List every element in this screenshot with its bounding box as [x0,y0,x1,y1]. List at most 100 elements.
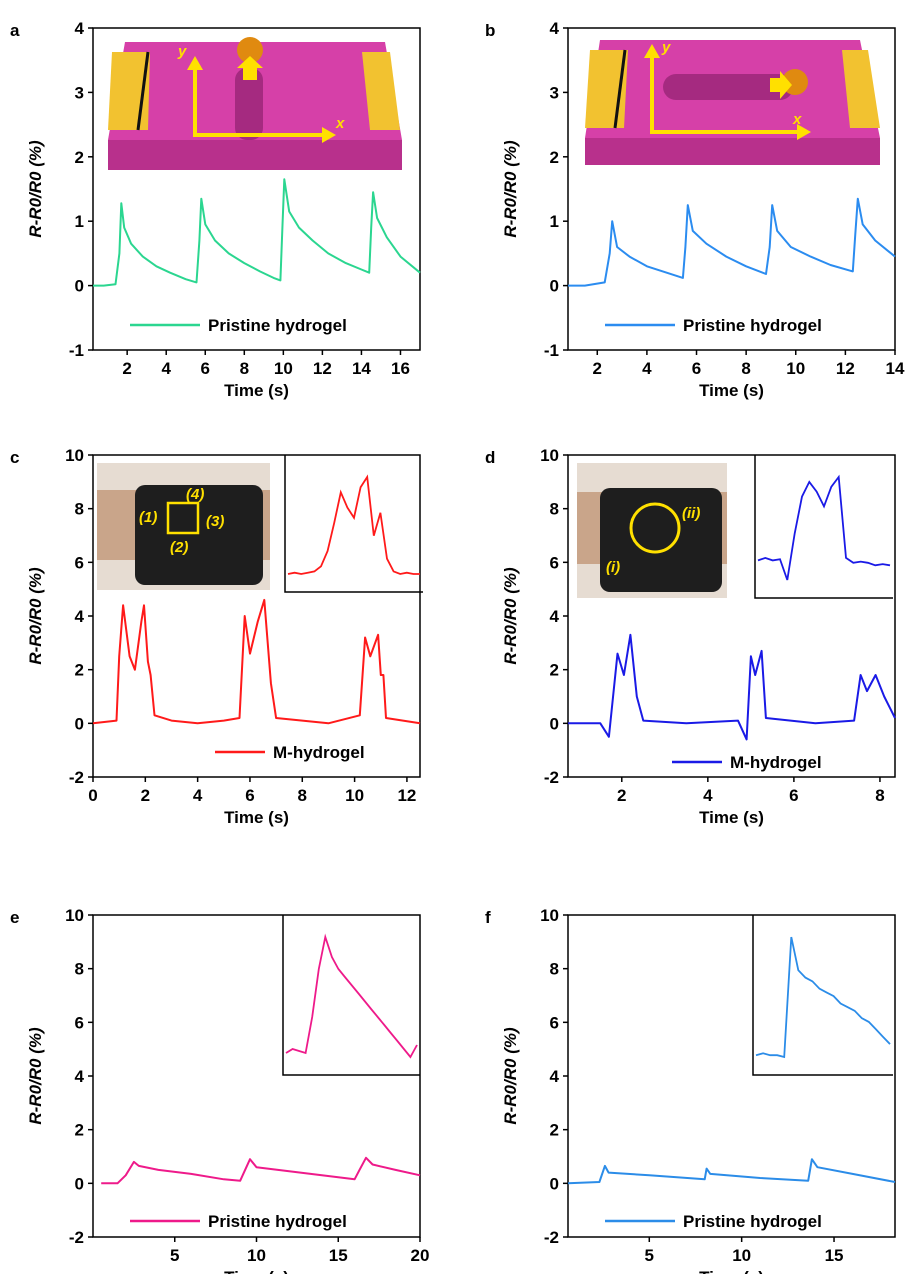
y-tick-label: 1 [75,212,84,231]
x-tick-label: 0 [88,786,97,805]
y-tick-label: 6 [75,553,84,572]
y-tick-label: 4 [75,1067,85,1086]
plot-frame [567,914,896,1238]
inset-line [755,936,891,1059]
y-tick-label: 8 [550,960,559,979]
y-tick-label: 3 [550,83,559,102]
x-tick-label: 8 [240,359,249,378]
x-tick-label: 6 [789,786,798,805]
axis-annotation: y [661,39,671,56]
x-tick-label: 10 [274,359,293,378]
legend-label: Pristine hydrogel [208,1212,347,1231]
y-tick-label: -1 [544,341,559,360]
inset-frame [282,915,420,1076]
photo-annotation: (2) [170,539,188,556]
data-line [92,598,421,725]
y-tick-label: 8 [550,500,559,519]
y-tick-label: 2 [550,148,559,167]
x-tick-label: 6 [245,786,254,805]
y-tick-label: -2 [544,1228,559,1247]
y-tick-label: 0 [75,1174,84,1193]
schematic-b: y x [585,39,880,165]
y-tick-label: 2 [75,661,84,680]
x-tick-label: 2 [122,359,131,378]
y-axis-label: R-R0/R0 (%) [26,140,45,238]
legend-label: M-hydrogel [730,753,822,772]
y-tick-label: 0 [550,714,559,733]
y-tick-label: 4 [550,19,560,38]
x-axis-label: Time (s) [699,381,764,400]
y-tick-label: 3 [75,83,84,102]
x-tick-label: 14 [886,359,905,378]
axis-annotation: y [177,43,187,60]
plot-frame [92,27,421,351]
y-tick-label: 10 [540,906,559,925]
x-tick-label: 4 [161,359,171,378]
x-tick-label: 4 [642,359,652,378]
x-axis-label: Time (s) [224,381,289,400]
y-tick-label: 6 [75,1013,84,1032]
photo-d: (i) (ii) [577,463,727,598]
x-tick-label: 2 [593,359,602,378]
x-tick-label: 15 [825,1246,844,1265]
x-tick-label: 10 [786,359,805,378]
y-tick-label: 6 [550,553,559,572]
y-tick-label: 2 [550,661,559,680]
y-tick-label: 8 [75,500,84,519]
photo-annotation: (ii) [682,505,700,522]
y-tick-label: 4 [75,607,85,626]
panel-label: d [485,448,495,467]
y-tick-label: 1 [550,212,559,231]
x-tick-label: 12 [836,359,855,378]
y-tick-label: 8 [75,960,84,979]
axis-annotation: x [792,111,802,128]
legend-label: M-hydrogel [273,743,365,762]
data-line [93,178,421,287]
x-tick-label: 20 [411,1246,430,1265]
x-axis-label: Time (s) [224,808,289,827]
axis-annotation: x [335,115,345,132]
x-tick-label: 12 [313,359,332,378]
x-axis-label: Time (s) [699,808,764,827]
y-tick-label: -2 [544,768,559,787]
y-tick-label: 10 [65,906,84,925]
y-axis-label: R-R0/R0 (%) [26,567,45,665]
inset-line [757,474,891,581]
plot-frame [567,27,896,351]
x-tick-label: 5 [645,1246,654,1265]
x-tick-label: 12 [397,786,416,805]
y-axis-label: R-R0/R0 (%) [501,140,520,238]
inset-frame [752,915,893,1076]
photo-c: (1) (2) (3) (4) [97,463,270,590]
y-tick-label: 2 [75,148,84,167]
panel-label: c [10,448,19,467]
y-tick-label: -1 [69,341,84,360]
y-tick-label: -2 [69,768,84,787]
data-line [567,1158,896,1185]
y-axis-label: R-R0/R0 (%) [501,1027,520,1125]
y-axis-label: R-R0/R0 (%) [501,567,520,665]
inset-frame [284,455,423,593]
y-tick-label: 0 [550,277,559,296]
y-tick-label: 0 [550,1174,559,1193]
x-axis-label: Time (s) [224,1268,289,1274]
panel-label: f [485,908,491,927]
inset-line [287,474,420,575]
y-tick-label: 0 [75,714,84,733]
x-tick-label: 14 [352,359,371,378]
x-tick-label: 6 [201,359,210,378]
x-tick-label: 2 [141,786,150,805]
panel-label: e [10,908,19,927]
x-axis-label: Time (s) [699,1268,764,1274]
data-line [101,1156,421,1185]
x-tick-label: 8 [741,359,750,378]
data-line [568,633,896,741]
x-tick-label: 10 [345,786,364,805]
x-tick-label: 15 [329,1246,348,1265]
panel-label: a [10,21,20,40]
x-tick-label: 4 [703,786,713,805]
y-tick-label: 10 [540,446,559,465]
schematic-a: y x [108,37,402,170]
x-tick-label: 8 [298,786,307,805]
